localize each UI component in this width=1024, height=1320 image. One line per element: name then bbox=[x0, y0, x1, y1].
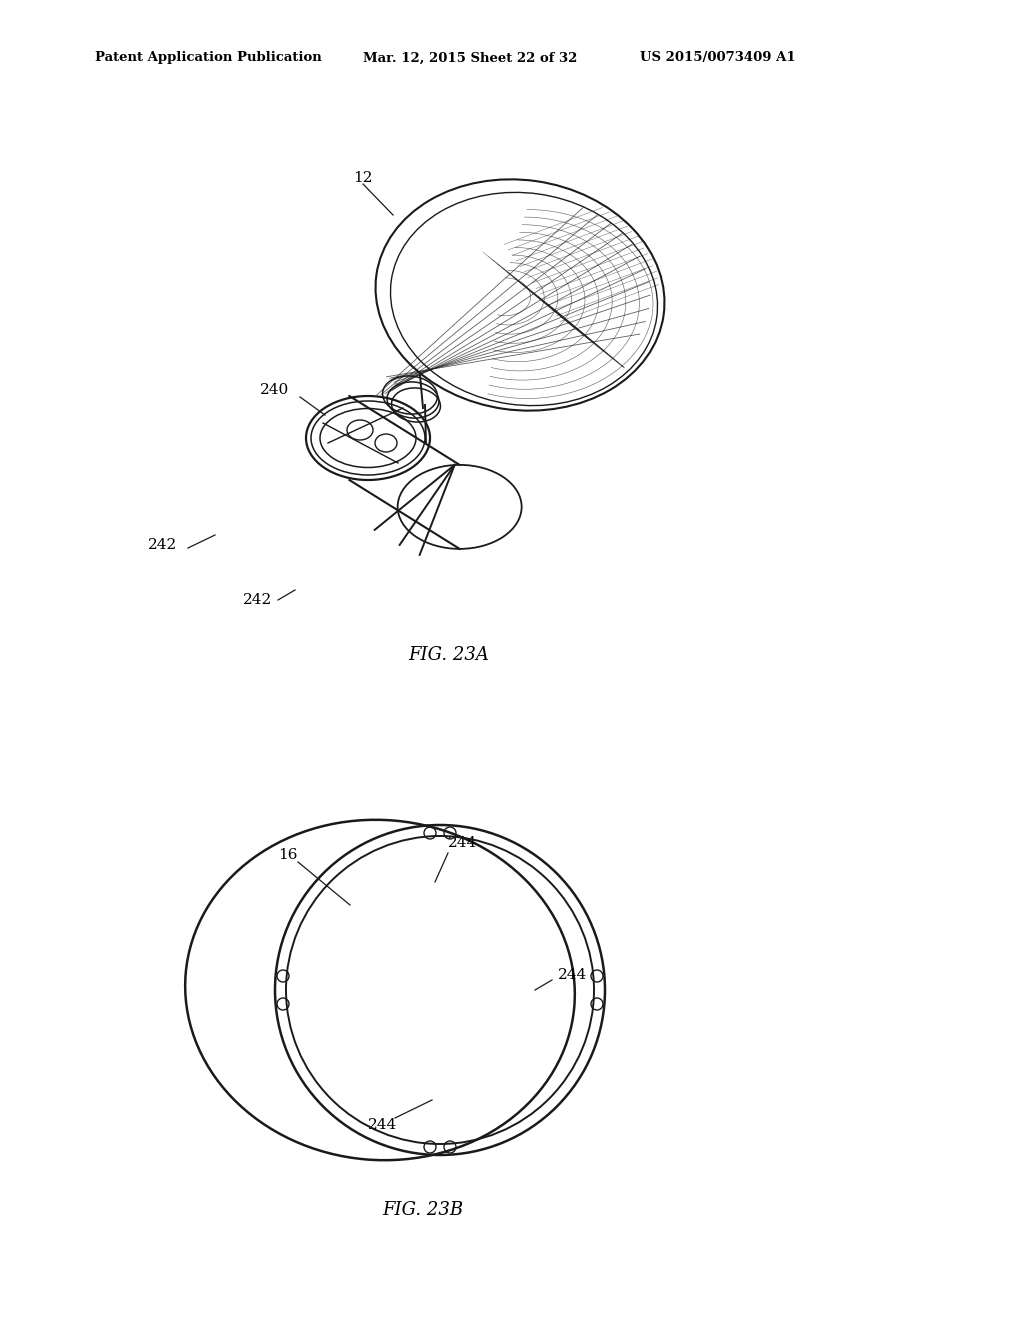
Text: 242: 242 bbox=[148, 539, 177, 552]
Text: 244: 244 bbox=[368, 1118, 397, 1133]
Text: 244: 244 bbox=[449, 836, 477, 850]
Text: FIG. 23A: FIG. 23A bbox=[408, 645, 488, 664]
Text: 16: 16 bbox=[278, 847, 298, 862]
Text: US 2015/0073409 A1: US 2015/0073409 A1 bbox=[640, 51, 796, 65]
Text: Mar. 12, 2015 Sheet 22 of 32: Mar. 12, 2015 Sheet 22 of 32 bbox=[362, 51, 578, 65]
Text: FIG. 23B: FIG. 23B bbox=[382, 1201, 463, 1218]
Text: 12: 12 bbox=[353, 172, 373, 185]
Text: 242: 242 bbox=[243, 593, 272, 607]
Text: 240: 240 bbox=[260, 383, 289, 397]
Text: Patent Application Publication: Patent Application Publication bbox=[95, 51, 322, 65]
Text: 244: 244 bbox=[558, 968, 587, 982]
